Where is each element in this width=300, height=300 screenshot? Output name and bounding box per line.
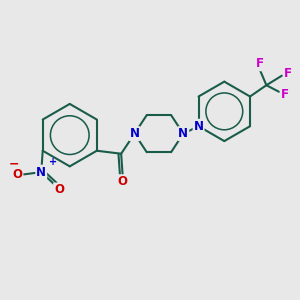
Text: O: O	[54, 184, 64, 196]
Text: N: N	[36, 166, 46, 178]
Text: +: +	[49, 157, 57, 167]
Text: O: O	[13, 168, 22, 181]
Text: F: F	[284, 67, 292, 80]
Text: F: F	[281, 88, 289, 101]
Text: F: F	[256, 57, 264, 70]
Text: −: −	[8, 158, 19, 171]
Text: N: N	[194, 120, 204, 133]
Text: N: N	[130, 127, 140, 140]
Text: N: N	[178, 127, 188, 140]
Text: O: O	[118, 175, 128, 188]
